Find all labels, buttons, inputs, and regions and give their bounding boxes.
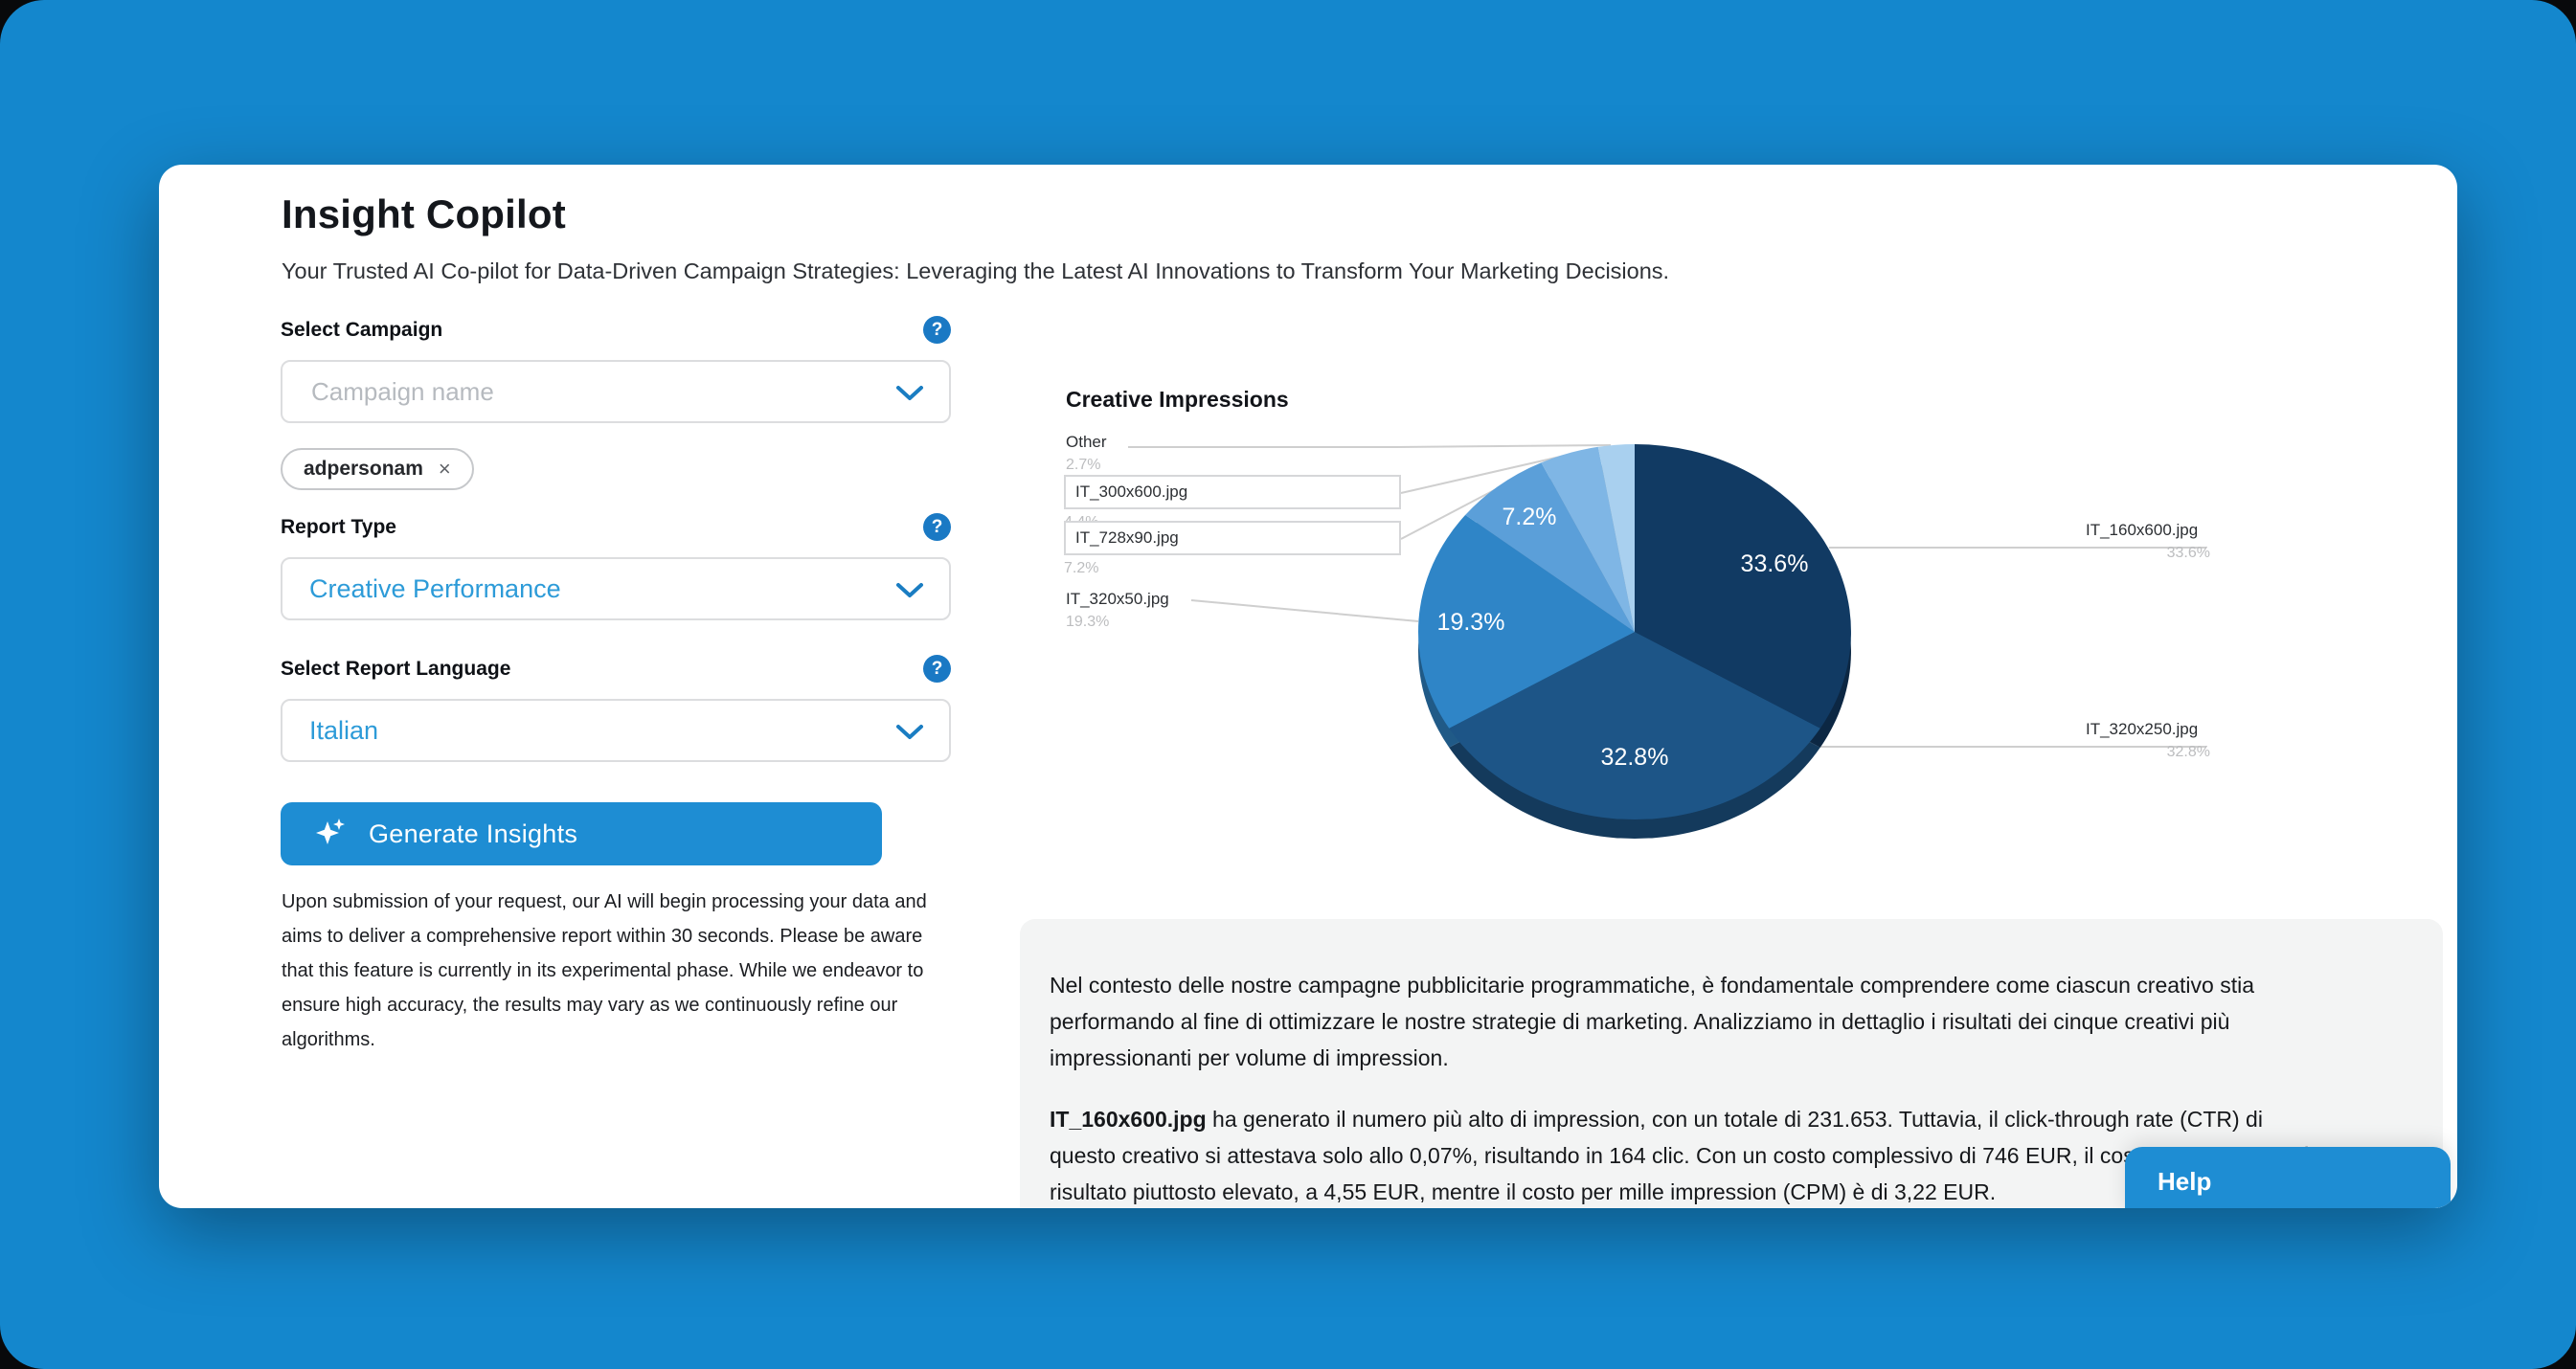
- ai-disclaimer-text: Upon submission of your request, our AI …: [282, 891, 927, 1050]
- language-label-row: Select Report Language ?: [281, 655, 951, 683]
- pie-label-it-728x90: IT_728x90.jpg 7.2%: [1064, 521, 1401, 577]
- pie-slice-value-label: 7.2%: [1503, 504, 1557, 530]
- pie-label-pct: 19.3%: [1066, 614, 1110, 630]
- pie-label-pct: 33.6%: [2166, 545, 2210, 561]
- page-subtitle: Your Trusted AI Co-pilot for Data-Driven…: [282, 258, 1670, 283]
- pie-label-pct: 7.2%: [1064, 560, 1099, 576]
- campaign-select[interactable]: [281, 360, 951, 423]
- pie-label-it-160x600: IT_160x600.jpg 33.6%: [2086, 521, 2210, 562]
- pie-slice-IT_300x600.jpg[interactable]: [1541, 446, 1636, 632]
- pie-label-other: Other 2.7%: [1066, 433, 1107, 474]
- report-type-help-icon[interactable]: ?: [923, 513, 951, 541]
- pie-slice-value-label: 19.3%: [1437, 609, 1505, 636]
- pie-label-pct: 32.8%: [2166, 744, 2210, 760]
- language-value: Italian: [309, 715, 379, 745]
- pie-slice-IT_160x600.jpg[interactable]: [1635, 444, 1851, 729]
- remove-tag-icon[interactable]: ×: [438, 457, 451, 481]
- report-type-select[interactable]: Creative Performance: [281, 557, 951, 620]
- insight-copilot-window: Insight Copilot Your Trusted AI Co-pilot…: [159, 165, 2457, 1208]
- pie-label-name: IT_728x90.jpg: [1064, 521, 1401, 555]
- report-type-label: Report Type: [281, 515, 396, 538]
- pie-slice-value-label: 32.8%: [1601, 744, 1669, 771]
- pie-label-pct: 2.7%: [1066, 457, 1101, 473]
- report-creative-name: IT_160x600.jpg: [1050, 1107, 1207, 1132]
- select-campaign-label: Select Campaign: [281, 318, 443, 341]
- generate-insights-label: Generate Insights: [369, 819, 578, 848]
- pie-slice-Other[interactable]: [1597, 443, 1635, 632]
- pie-slice-IT_728x90.jpg[interactable]: [1465, 462, 1635, 632]
- pie-label-it-320x50: IT_320x50.jpg 19.3%: [1066, 590, 1169, 631]
- leader-line: [1128, 444, 1612, 448]
- report-paragraph-2-text: ha generato il numero più alto di impres…: [1050, 1107, 2315, 1204]
- language-select[interactable]: Italian: [281, 699, 951, 762]
- chart-title: Creative Impressions: [1066, 387, 1289, 412]
- chevron-down-icon: [896, 386, 923, 400]
- select-campaign-label-row: Select Campaign ?: [281, 316, 951, 344]
- pie-slice-IT_320x50.jpg[interactable]: [1418, 514, 1635, 729]
- campaign-help-icon[interactable]: ?: [923, 316, 951, 344]
- pie-label-name: IT_160x600.jpg: [2086, 521, 2199, 539]
- pie-inner-labels: 33.6% 32.8% 19.3% 7.2%: [1437, 504, 1809, 771]
- campaign-tag-label: adpersonam: [304, 458, 423, 480]
- pie-label-name: IT_320x50.jpg: [1066, 590, 1169, 608]
- campaign-select-input[interactable]: [309, 375, 888, 408]
- language-help-icon[interactable]: ?: [923, 655, 951, 683]
- chevron-down-icon: [896, 725, 923, 739]
- leader-line: [1400, 486, 1501, 540]
- report-type-label-row: Report Type ?: [281, 513, 951, 541]
- sparkle-icon: [316, 819, 345, 844]
- campaign-tag-adpersonam[interactable]: adpersonam ×: [281, 448, 474, 490]
- help-button[interactable]: Help: [2125, 1147, 2451, 1208]
- pie-label-name: Other: [1066, 433, 1107, 451]
- leader-line: [1190, 599, 1419, 622]
- report-type-value: Creative Performance: [309, 573, 561, 603]
- pie-label-it-320x250: IT_320x250.jpg 32.8%: [2086, 720, 2210, 761]
- pie-label-name: IT_300x600.jpg: [1064, 475, 1401, 509]
- leader-line: [1400, 454, 1570, 494]
- report-paragraph-1: Nel contesto delle nostre campagne pubbl…: [1050, 973, 2255, 1070]
- creative-impressions-pie-chart[interactable]: 33.6% 32.8% 19.3% 7.2%: [159, 165, 2457, 1208]
- pie-slice-value-label: 33.6%: [1741, 550, 1809, 577]
- pie-label-it-300x600: IT_300x600.jpg 4.4%: [1064, 475, 1401, 531]
- page-title: Insight Copilot: [282, 191, 566, 236]
- report-paragraph-2: IT_160x600.jpg ha generato il numero più…: [1050, 1101, 2330, 1208]
- pie-label-name: IT_320x250.jpg: [2086, 720, 2199, 738]
- pie-slice-IT_320x250.jpg[interactable]: [1449, 632, 1820, 819]
- language-label: Select Report Language: [281, 657, 511, 680]
- generate-insights-button[interactable]: Generate Insights: [281, 802, 882, 865]
- chevron-down-icon: [896, 583, 923, 597]
- pie-slices[interactable]: [1418, 443, 1851, 819]
